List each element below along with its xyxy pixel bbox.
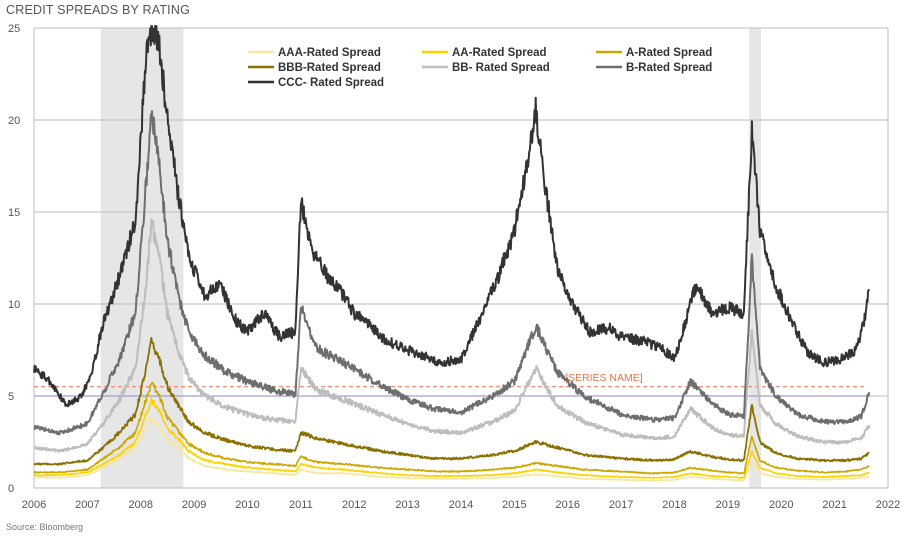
- x-tick-label: 2019: [716, 499, 740, 511]
- x-tick-label: 2006: [22, 499, 46, 511]
- legend-label: CCC- Rated Spread: [278, 77, 384, 89]
- x-tick-label: 2012: [342, 499, 366, 511]
- series-line-4: [33, 336, 870, 466]
- legend: AAA-Rated Spread AA-Rated Spread A-Rated S…: [248, 47, 712, 89]
- recession-band-2: [749, 28, 761, 488]
- x-tick-label: 2018: [662, 499, 686, 511]
- x-tick-label: 2016: [556, 499, 580, 511]
- series-line-5: [33, 218, 871, 453]
- x-tick-label: 2014: [449, 499, 473, 511]
- x-tick-label: 2015: [502, 499, 526, 511]
- legend-label: BB- Rated Spread: [452, 62, 550, 74]
- x-tick-label: 2011: [289, 499, 313, 511]
- series-line-2: [33, 397, 870, 479]
- series-line-3: [33, 381, 870, 475]
- reference-line-label: [SERIES NAME]: [565, 372, 643, 384]
- x-tick-label: 2009: [182, 499, 206, 511]
- legend-label: B-Rated Spread: [626, 62, 712, 74]
- axis-tick-labels: 0 5 10 15 20 25 2006 2007 2008 2009 2010 2011 2012 20…: [8, 23, 900, 511]
- y-tick-label: 15: [8, 207, 20, 219]
- y-tick-label: 10: [8, 299, 20, 311]
- x-tick-label: 2013: [395, 499, 419, 511]
- x-tick-label: 2007: [75, 499, 99, 511]
- legend-label: AAA-Rated Spread: [278, 47, 381, 59]
- x-tick-label: 2020: [769, 499, 793, 511]
- x-tick-label: 2008: [129, 499, 153, 511]
- x-tick-label: 2017: [609, 499, 633, 511]
- chart-title: CREDIT SPREADS BY RATING: [6, 3, 191, 17]
- legend-label: A-Rated Spread: [626, 47, 712, 59]
- series-line-6: [33, 110, 871, 436]
- x-tick-label: 2021: [822, 499, 846, 511]
- series-lines: [33, 25, 871, 482]
- source-note: Source: Bloomberg: [6, 522, 84, 532]
- legend-label: AA-Rated Spread: [452, 47, 547, 59]
- y-tick-label: 5: [8, 391, 14, 403]
- series-line-1: [33, 417, 870, 482]
- x-tick-label: 2010: [235, 499, 259, 511]
- series-line-7: [33, 25, 871, 408]
- legend-label: BBB-Rated Spread: [278, 62, 381, 74]
- y-tick-label: 25: [8, 23, 20, 35]
- y-tick-label: 20: [8, 115, 20, 127]
- y-tick-label: 0: [8, 483, 14, 495]
- x-tick-label: 2022: [876, 499, 900, 511]
